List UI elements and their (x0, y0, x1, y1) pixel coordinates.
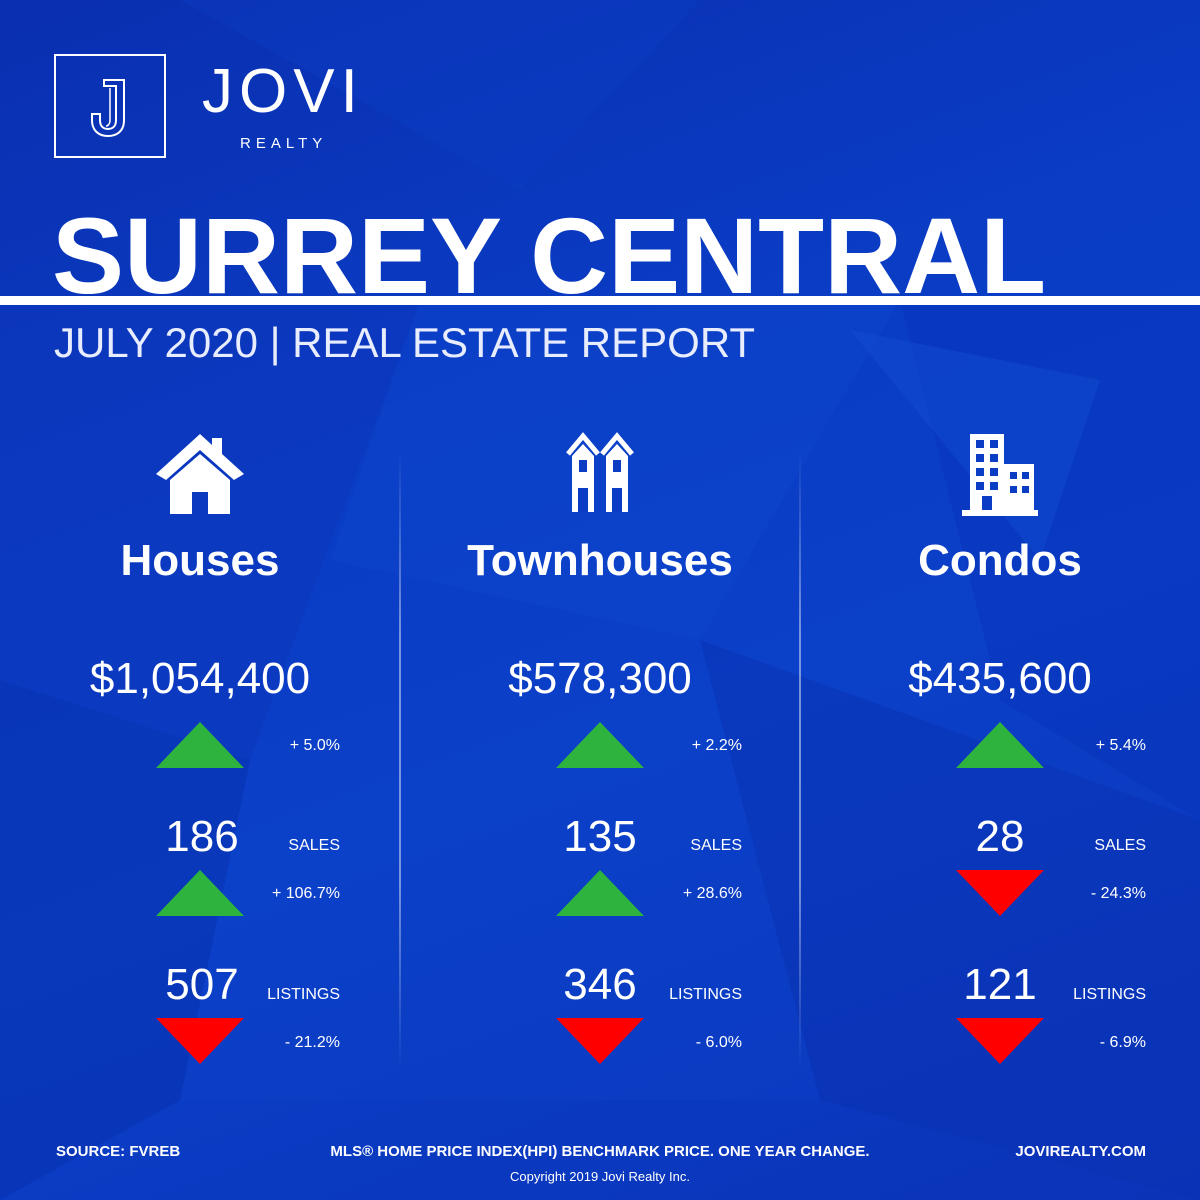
listings-label: LISTINGS (1073, 986, 1146, 1003)
up-arrow-icon (156, 870, 244, 916)
benchmark-price: $578,300 (508, 654, 692, 703)
condo-building-icon (962, 434, 1038, 516)
listings-label: LISTINGS (267, 986, 340, 1003)
report-subtitle: JULY 2020 | REAL ESTATE REPORT (54, 319, 756, 366)
down-arrow-icon (956, 1018, 1044, 1064)
listings-count: 507 (165, 960, 239, 1009)
sales-count: 135 (563, 812, 637, 861)
logo-box (54, 54, 166, 158)
townhouse-icon-wrap (400, 430, 800, 520)
up-arrow-icon (556, 870, 644, 916)
sales-change: + 106.7% (271, 885, 340, 902)
copyright-text: Copyright 2019 Jovi Realty Inc. (510, 1169, 690, 1184)
category-name: Houses (120, 536, 280, 585)
up-arrow-icon (956, 722, 1044, 768)
down-arrow-icon (156, 1018, 244, 1064)
townhouse-icon (566, 432, 634, 512)
sales-count: 28 (975, 812, 1025, 861)
sales-label: SALES (1094, 837, 1146, 854)
condo-icon-wrap (800, 430, 1200, 520)
listings-change: - 21.2% (284, 1034, 340, 1051)
condos-column: Condos $435,600 + 5.4% 28 SALES - 24.3% … (800, 430, 1200, 1070)
title-underline (0, 296, 1200, 305)
sales-change: - 24.3% (1090, 885, 1146, 902)
methodology-note: MLS® HOME PRICE INDEX(HPI) BENCHMARK PRI… (330, 1143, 870, 1160)
column-divider (399, 448, 401, 1068)
up-arrow-icon (156, 722, 244, 768)
category-name: Condos (918, 536, 1082, 585)
source-note: SOURCE: FVREB (56, 1143, 181, 1160)
houses-column: Houses $1,054,400 + 5.0% 186 SALES + 106… (0, 430, 400, 1070)
listings-count: 121 (963, 960, 1037, 1009)
down-arrow-icon (556, 1018, 644, 1064)
listings-count: 346 (563, 960, 637, 1009)
sales-change: + 28.6% (682, 885, 742, 902)
house-icon-wrap (0, 430, 400, 520)
sales-label: SALES (288, 837, 340, 854)
listings-label: LISTINGS (669, 986, 742, 1003)
logo-j-icon (91, 79, 125, 138)
down-arrow-icon (956, 870, 1044, 916)
townhouses-column: Townhouses $578,300 + 2.2% 135 SALES + 2… (400, 430, 800, 1070)
price-change: + 5.4% (1095, 737, 1146, 754)
website-link[interactable]: JOVIREALTY.COM (1015, 1143, 1146, 1160)
price-change: + 2.2% (691, 737, 742, 754)
brand-name: JOVI (202, 57, 364, 126)
price-change: + 5.0% (289, 737, 340, 754)
listings-change: - 6.9% (1099, 1034, 1146, 1051)
sales-label: SALES (690, 837, 742, 854)
house-icon (156, 434, 244, 514)
sales-count: 186 (165, 812, 239, 861)
page-title: SURREY CENTRAL (52, 195, 1047, 316)
benchmark-price: $1,054,400 (89, 654, 311, 703)
benchmark-price: $435,600 (908, 654, 1092, 703)
listings-change: - 6.0% (695, 1034, 742, 1051)
category-name: Townhouses (467, 536, 733, 585)
brand-subtitle: REALTY (240, 135, 328, 152)
up-arrow-icon (556, 722, 644, 768)
column-divider (799, 448, 801, 1068)
